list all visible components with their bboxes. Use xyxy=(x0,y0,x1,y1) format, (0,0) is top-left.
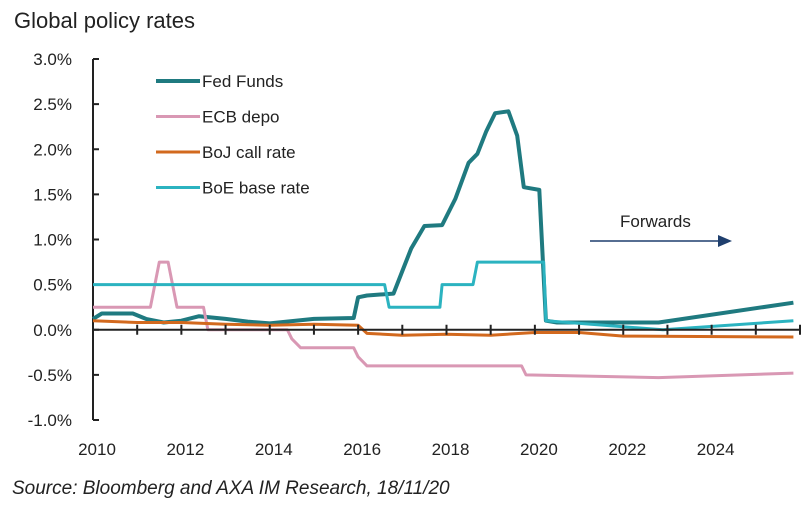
y-tick-label: 1.5% xyxy=(33,185,72,204)
x-tick-label: 2022 xyxy=(608,440,646,459)
y-tick-label: 1.0% xyxy=(33,231,72,250)
legend-label: ECB depo xyxy=(202,108,280,127)
y-tick-label: -1.0% xyxy=(28,411,72,430)
chart-title: Global policy rates xyxy=(14,8,195,33)
x-tick-label: 2012 xyxy=(166,440,204,459)
x-tick-label: 2018 xyxy=(432,440,470,459)
x-tick-label: 2024 xyxy=(697,440,735,459)
legend-label: BoE base rate xyxy=(202,179,310,198)
source-note: Source: Bloomberg and AXA IM Research, 1… xyxy=(12,478,450,499)
legend-label: BoJ call rate xyxy=(202,143,296,162)
y-tick-label: 2.5% xyxy=(33,95,72,114)
x-tick-label: 2010 xyxy=(78,440,116,459)
forwards-arrow-head-icon xyxy=(718,235,732,247)
y-tick-label: 0.0% xyxy=(33,321,72,340)
legend-label: Fed Funds xyxy=(202,72,283,91)
series-line-boe-base-rate xyxy=(93,260,794,332)
series-line-fed-funds xyxy=(91,109,794,326)
forwards-annotation: Forwards xyxy=(620,212,691,231)
y-tick-label: 2.0% xyxy=(33,140,72,159)
y-tick-label: 0.5% xyxy=(33,276,72,295)
x-tick-label: 2020 xyxy=(520,440,558,459)
y-tick-label: -0.5% xyxy=(28,366,72,385)
series-line-boj-call-rate xyxy=(92,319,794,339)
y-tick-label: 3.0% xyxy=(33,50,72,69)
series-line-ecb-depo xyxy=(93,260,794,380)
x-tick-label: 2014 xyxy=(255,440,293,459)
x-tick-label: 2016 xyxy=(343,440,381,459)
